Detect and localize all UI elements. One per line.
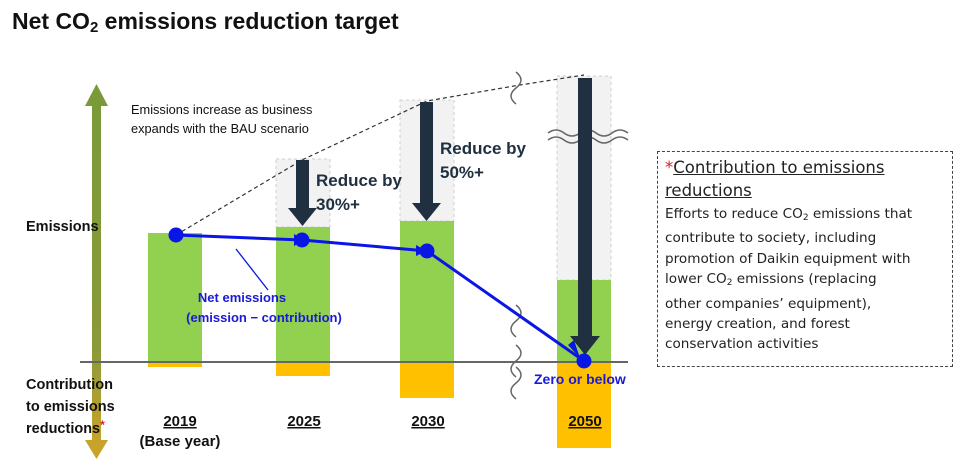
note-body-line: lower CO2 emissions (replacing <box>665 271 877 289</box>
net-point-2019 <box>168 227 184 243</box>
note-body-line: other companies’ equipment), <box>665 295 872 312</box>
contribution-label-line-3: reductions* <box>26 418 105 437</box>
net-emissions-label-line-2: (emission − contribution) <box>186 310 342 325</box>
reduce-50-line-2: 50%+ <box>440 163 484 182</box>
vertical-axis-arrow <box>85 84 108 459</box>
page-title: Net CO2 emissions reduction target <box>12 8 399 36</box>
contribution-label-line-2: to emissions <box>26 399 115 415</box>
note-body-line: conservation activities <box>665 336 819 353</box>
contribution-bar-2050 <box>557 362 611 448</box>
reduce-30-line-2: 30%+ <box>316 195 360 214</box>
zero-or-below-label: Zero or below <box>534 371 626 387</box>
net-point-2025 <box>294 232 310 248</box>
year-label-2050: 2050 <box>568 413 601 430</box>
emissions-bar-2030 <box>400 221 454 362</box>
net-point-2030 <box>419 243 435 259</box>
note-body-line: energy creation, and forest <box>665 316 850 333</box>
contribution-bar-2025 <box>276 362 330 376</box>
contribution-bar-2019 <box>148 362 202 367</box>
reduce-30-line-1: Reduce by <box>316 171 403 190</box>
emissions-bar-2025 <box>276 227 330 362</box>
emissions-label: Emissions <box>26 219 99 235</box>
bau-annotation-line-2: expands with the BAU scenario <box>131 121 309 136</box>
note-body-line: contribute to society, including <box>665 230 877 247</box>
reduction-arrow-2030 <box>412 102 441 221</box>
year-label-2030: 2030 <box>411 413 444 430</box>
note-body: Efforts to reduce CO2 emissions that con… <box>665 204 946 355</box>
reduction-arrow-2025 <box>288 160 317 226</box>
note-heading: *Contribution to emissions reductions <box>665 158 885 200</box>
contribution-label-line-1: Contribution <box>26 377 113 393</box>
net-label-leader <box>235 248 269 291</box>
year-label-2025: 2025 <box>287 413 320 430</box>
net-emissions-line <box>168 227 592 369</box>
net-point-2050 <box>576 353 592 369</box>
reduction-arrow-2050 <box>570 78 600 355</box>
year-sublabel-2019: (Base year) <box>140 433 221 450</box>
reduce-50-line-1: Reduce by <box>440 139 527 158</box>
contribution-bar-2030 <box>400 362 454 398</box>
year-label-2019: 2019 <box>163 413 196 430</box>
emissions-bar-2019 <box>148 233 202 362</box>
bau-trend-line <box>175 74 585 236</box>
bau-annotation-line-1: Emissions increase as business <box>131 102 312 117</box>
note-body-line: promotion of Daikin equipment with <box>665 250 911 267</box>
net-emissions-label-line-1: Net emissions <box>198 290 286 305</box>
contribution-note-box: *Contribution to emissions reductions Ef… <box>657 151 953 367</box>
note-body-line: Efforts to reduce CO2 emissions that <box>665 206 913 223</box>
